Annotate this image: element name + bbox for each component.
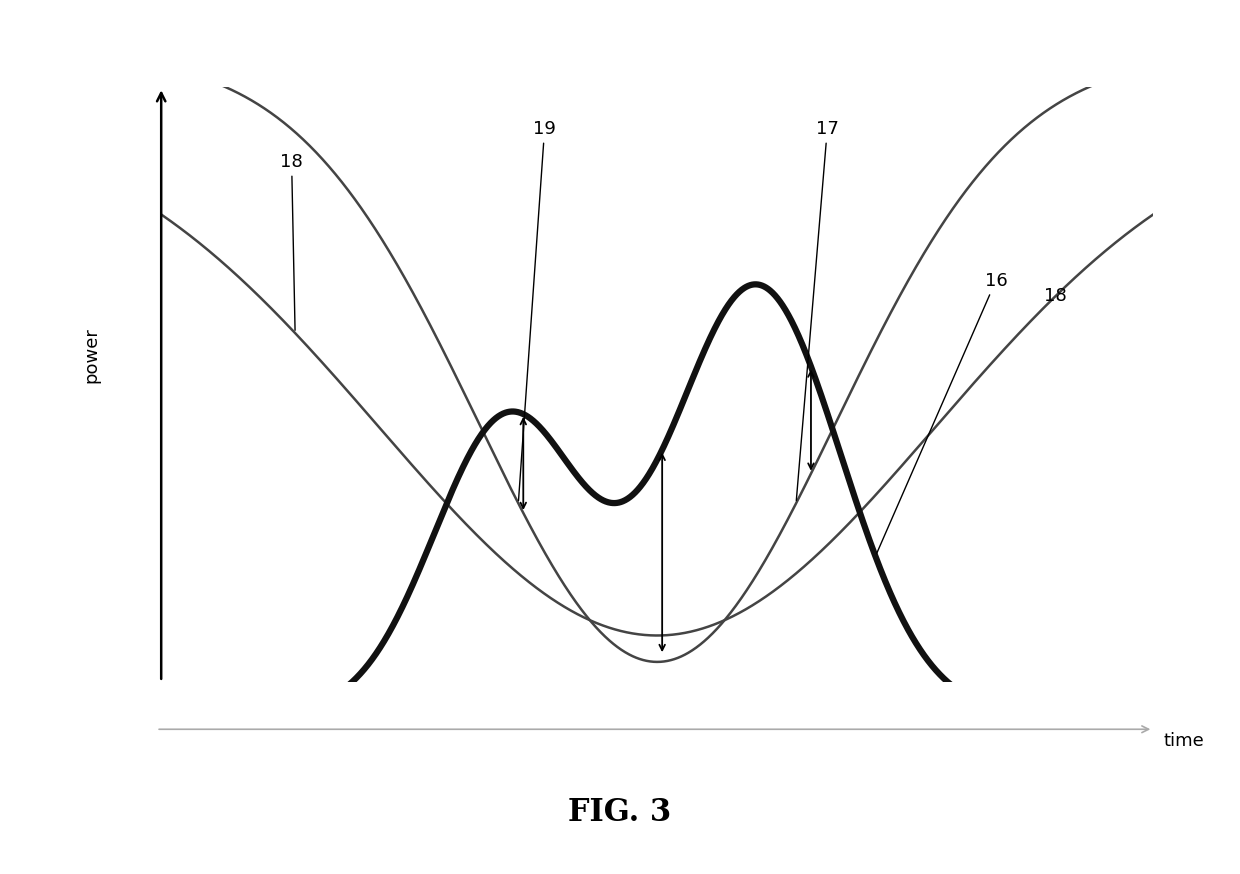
Text: FIG. 3: FIG. 3 [568, 797, 672, 829]
Text: 17: 17 [796, 120, 838, 501]
Text: time: time [1163, 732, 1204, 750]
Text: power: power [83, 327, 100, 383]
Text: 18: 18 [280, 153, 303, 330]
Text: 19: 19 [518, 120, 556, 501]
Text: 16: 16 [877, 272, 1007, 554]
Text: 18: 18 [1044, 287, 1066, 305]
